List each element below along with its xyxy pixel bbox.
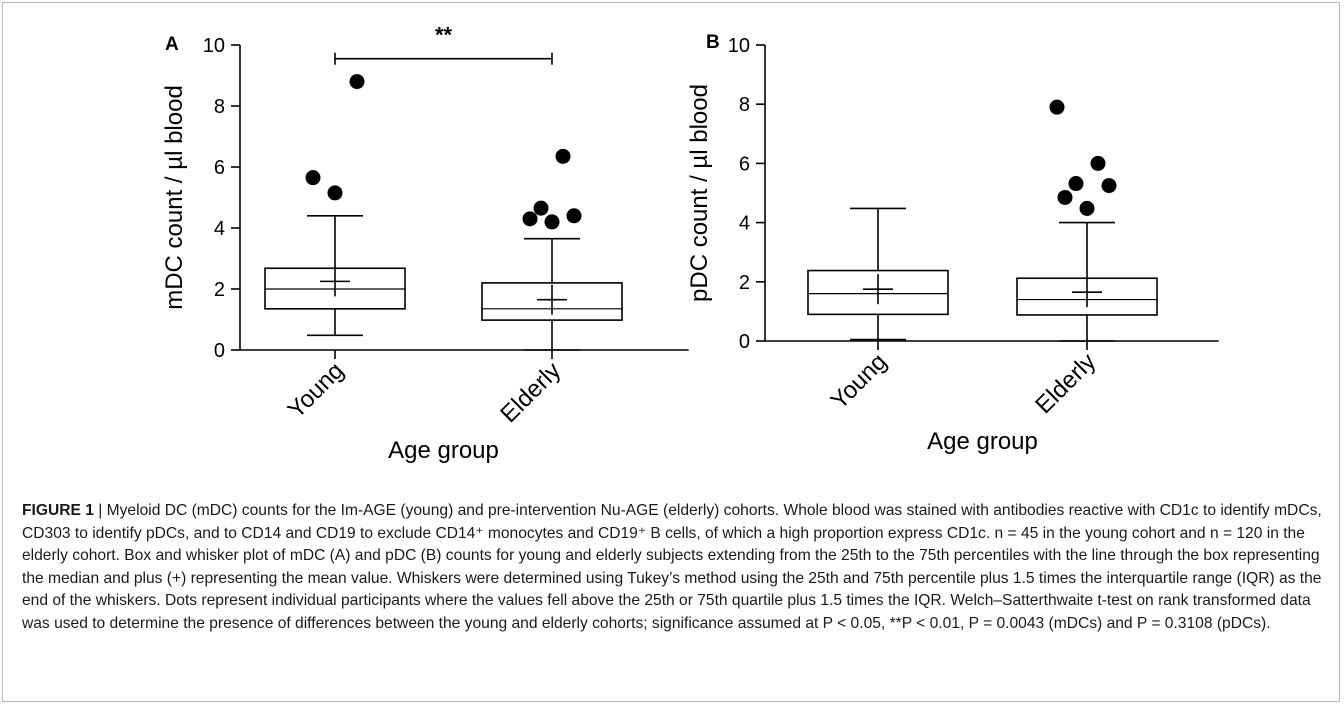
y-tick-label: 0	[739, 331, 750, 353]
y-tick-label: 6	[739, 153, 750, 175]
outlier-point	[327, 185, 343, 201]
outlier-point	[566, 208, 582, 224]
x-tick-label: Elderly	[1030, 348, 1101, 419]
box-elderly	[481, 148, 623, 351]
y-tick-label: 2	[739, 272, 750, 294]
outlier-point	[533, 200, 549, 216]
panel-label: B	[706, 32, 720, 53]
figure-caption: FIGURE 1 | Myeloid DC (mDC) counts for t…	[22, 500, 1322, 635]
outlier-point	[1068, 176, 1084, 192]
outlier-point	[349, 74, 365, 90]
y-tick-label: 0	[214, 340, 225, 362]
y-tick-label: 10	[203, 35, 225, 57]
caption-text: | Myeloid DC (mDC) counts for the Im-AGE…	[22, 502, 1322, 632]
x-tick-label: Young	[283, 357, 350, 424]
x-tick-label: Young	[826, 348, 893, 415]
outlier-point	[1049, 99, 1065, 115]
panel-a: A 0 2 4 6 8 10 Young Elderly mDC count / µl blood…	[161, 23, 689, 464]
outlier-point	[1057, 189, 1073, 205]
y-tick-label: 2	[214, 279, 225, 301]
caption-lead: FIGURE 1	[22, 502, 94, 519]
outlier-point	[555, 148, 571, 164]
outlier-point	[305, 170, 321, 186]
y-tick-label: 8	[214, 96, 225, 118]
y-tick-label: 8	[739, 94, 750, 116]
x-tick-label: Elderly	[495, 357, 566, 428]
y-axis-title: mDC count / µl blood	[161, 85, 188, 310]
box-young	[807, 207, 949, 341]
panel-b: B 0 2 4 6 8 10 Young Elderly pDC count / µl blood…	[686, 32, 1219, 455]
y-tick-label: 4	[739, 213, 750, 235]
outlier-point	[544, 214, 560, 230]
y-tick-label: 10	[728, 35, 750, 57]
y-tick-label: 6	[214, 157, 225, 179]
box-elderly	[1016, 99, 1158, 342]
box-young	[264, 74, 406, 337]
chart-svg: A 0 2 4 6 8 10 Young Elderly mDC count / µl blood…	[161, 23, 1219, 464]
x-axis-title: Age group	[927, 428, 1038, 455]
y-axis-title: pDC count / µl blood	[686, 84, 713, 302]
significance-label: **	[435, 23, 453, 48]
panel-label: A	[165, 34, 179, 55]
y-tick-label: 4	[214, 218, 225, 240]
outlier-point	[1090, 155, 1106, 171]
outlier-point	[1101, 178, 1117, 194]
outlier-point	[522, 211, 538, 227]
x-axis-title: Age group	[388, 437, 499, 464]
outlier-point	[1079, 200, 1095, 216]
